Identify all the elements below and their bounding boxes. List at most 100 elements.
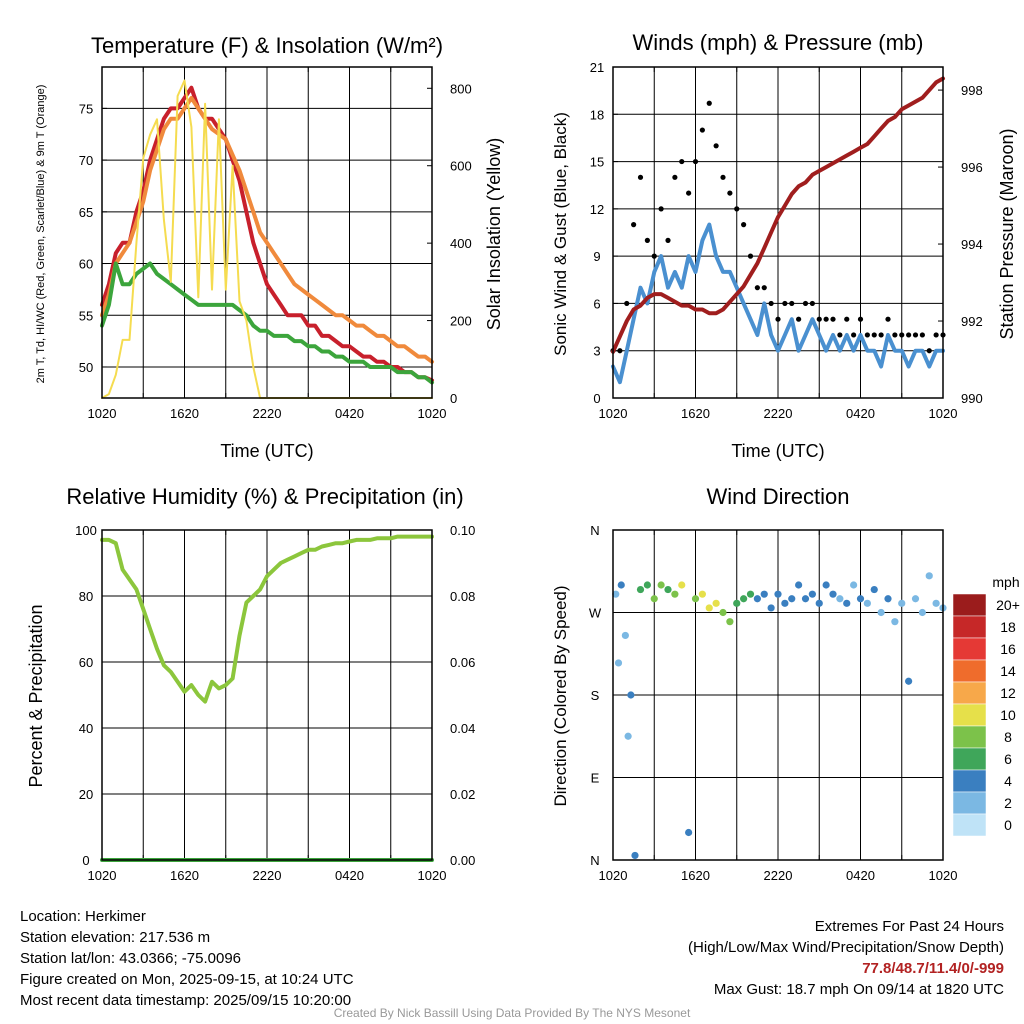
- direction-point: [760, 590, 768, 598]
- y-tick-label: 55: [79, 308, 93, 323]
- gust-point: [802, 300, 809, 307]
- gust-point: [816, 316, 822, 322]
- plot-frame: [101, 529, 433, 861]
- colorbar-label: 6: [1004, 751, 1012, 767]
- gust-point: [864, 332, 870, 338]
- direction-point: [753, 595, 761, 603]
- y-tick-label: 100: [75, 523, 97, 538]
- direction-point: [685, 828, 693, 837]
- direction-point: [932, 599, 940, 607]
- y-tick-label: N: [590, 523, 599, 538]
- gust-point: [734, 206, 740, 212]
- gust-point: [720, 174, 726, 180]
- y-tick-label: S: [591, 688, 600, 703]
- series-relative-humidity: [100, 534, 434, 704]
- gust-point: [789, 300, 795, 307]
- colorbar-swatch: [952, 637, 987, 661]
- direction-point: [829, 590, 837, 598]
- direction-point: [801, 595, 810, 603]
- x-tick-label: 1020: [929, 406, 958, 421]
- x-tick-label: 2220: [764, 868, 793, 883]
- direction-point: [614, 659, 623, 667]
- insolation-ylabel: Solar Insolation (Yellow): [484, 138, 504, 330]
- series-station-pressure: [611, 76, 945, 354]
- x-tick-label: 0420: [335, 406, 364, 421]
- plot-frame: [612, 66, 944, 399]
- station-latlon: Station lat/lon: 43.0366; -75.0096: [20, 950, 242, 967]
- direction-point: [795, 581, 803, 589]
- direction-point: [815, 599, 823, 607]
- x-tick-label: 1020: [88, 868, 117, 883]
- x-tick-label: 1020: [418, 406, 447, 421]
- colorbar-swatch: [952, 813, 987, 837]
- direction-point: [726, 618, 734, 626]
- gust-point: [892, 332, 898, 338]
- x-tick-label: 1620: [170, 868, 199, 883]
- series-td: [100, 261, 434, 385]
- extremes-values: 77.8/48.7/11.4/0/-999: [862, 960, 1004, 977]
- y-tick-label-right: 400: [450, 236, 472, 251]
- colorbar-label: 12: [1000, 685, 1016, 701]
- direction-point: [856, 595, 865, 603]
- colorbar-label: 16: [1000, 641, 1016, 657]
- credit-line: Created By Nick Bassill Using Data Provi…: [333, 1006, 691, 1020]
- winds-title: Winds (mph) & Pressure (mb): [633, 30, 924, 55]
- y-tick-label: 20: [79, 787, 93, 802]
- x-tick-label: 2220: [253, 406, 282, 421]
- gust-point: [906, 332, 912, 338]
- wind-direction-panel: Wind Direction Direction (Colored By Spe…: [551, 484, 957, 883]
- colorbar-swatch: [952, 791, 987, 815]
- wind-direction-ylabel: Direction (Colored By Speed): [551, 585, 570, 806]
- direction-point: [650, 595, 658, 603]
- y-tick-label-right: 0.00: [450, 853, 475, 868]
- colorbar-label: 20+: [996, 597, 1020, 613]
- direction-point: [891, 618, 899, 626]
- temperature-ylabel: 2m T, Td, HI/WC (Red, Green, Scarlet/Blu…: [35, 85, 47, 384]
- gust-point: [857, 316, 864, 322]
- gust-point: [919, 332, 925, 338]
- colorbar-label: 14: [1000, 663, 1016, 679]
- humidity-ylabel: Percent & Precipitation: [26, 604, 46, 787]
- plot-frame: [612, 529, 944, 861]
- pressure-ylabel: Station Pressure (Maroon): [997, 128, 1017, 339]
- series-sonic-wind: [611, 222, 945, 385]
- y-tick-label: 6: [593, 296, 600, 311]
- direction-point: [905, 677, 913, 685]
- gust-point: [692, 158, 699, 165]
- y-tick-label: 80: [79, 589, 93, 604]
- gust-point: [637, 174, 644, 180]
- y-tick-label: E: [591, 771, 600, 786]
- gust-point: [830, 316, 836, 322]
- y-tick-label: 0: [593, 391, 600, 406]
- y-tick-label: 65: [79, 205, 93, 220]
- direction-point: [925, 572, 933, 580]
- gust-point: [713, 143, 719, 149]
- x-tick-label: 0420: [846, 868, 875, 883]
- y-tick-label: 18: [590, 107, 604, 122]
- y-tick-label-right: 998: [961, 83, 983, 98]
- direction-point: [850, 581, 858, 589]
- winds-xlabel: Time (UTC): [731, 441, 824, 461]
- gust-point: [871, 332, 877, 338]
- y-tick-label-right: 992: [961, 314, 983, 329]
- direction-point: [877, 608, 885, 617]
- y-tick-label: 60: [79, 257, 93, 272]
- y-tick-label: 9: [593, 249, 600, 264]
- colorbar-label: 2: [1004, 795, 1012, 811]
- colorbar-label: 0: [1004, 817, 1012, 833]
- direction-point: [636, 585, 645, 594]
- gust-point: [651, 253, 657, 259]
- direction-point: [822, 581, 830, 589]
- direction-point: [657, 581, 665, 589]
- y-tick-label: 60: [79, 655, 93, 670]
- colorbar-swatch: [952, 703, 987, 727]
- colorbar-label: 10: [1000, 707, 1016, 723]
- x-tick-label: 1020: [418, 868, 447, 883]
- direction-point: [733, 599, 741, 607]
- direction-point: [671, 590, 679, 598]
- y-tick-label: 21: [590, 60, 604, 75]
- y-tick-label: 12: [590, 202, 604, 217]
- direction-point: [627, 691, 635, 699]
- gust-point: [878, 332, 884, 338]
